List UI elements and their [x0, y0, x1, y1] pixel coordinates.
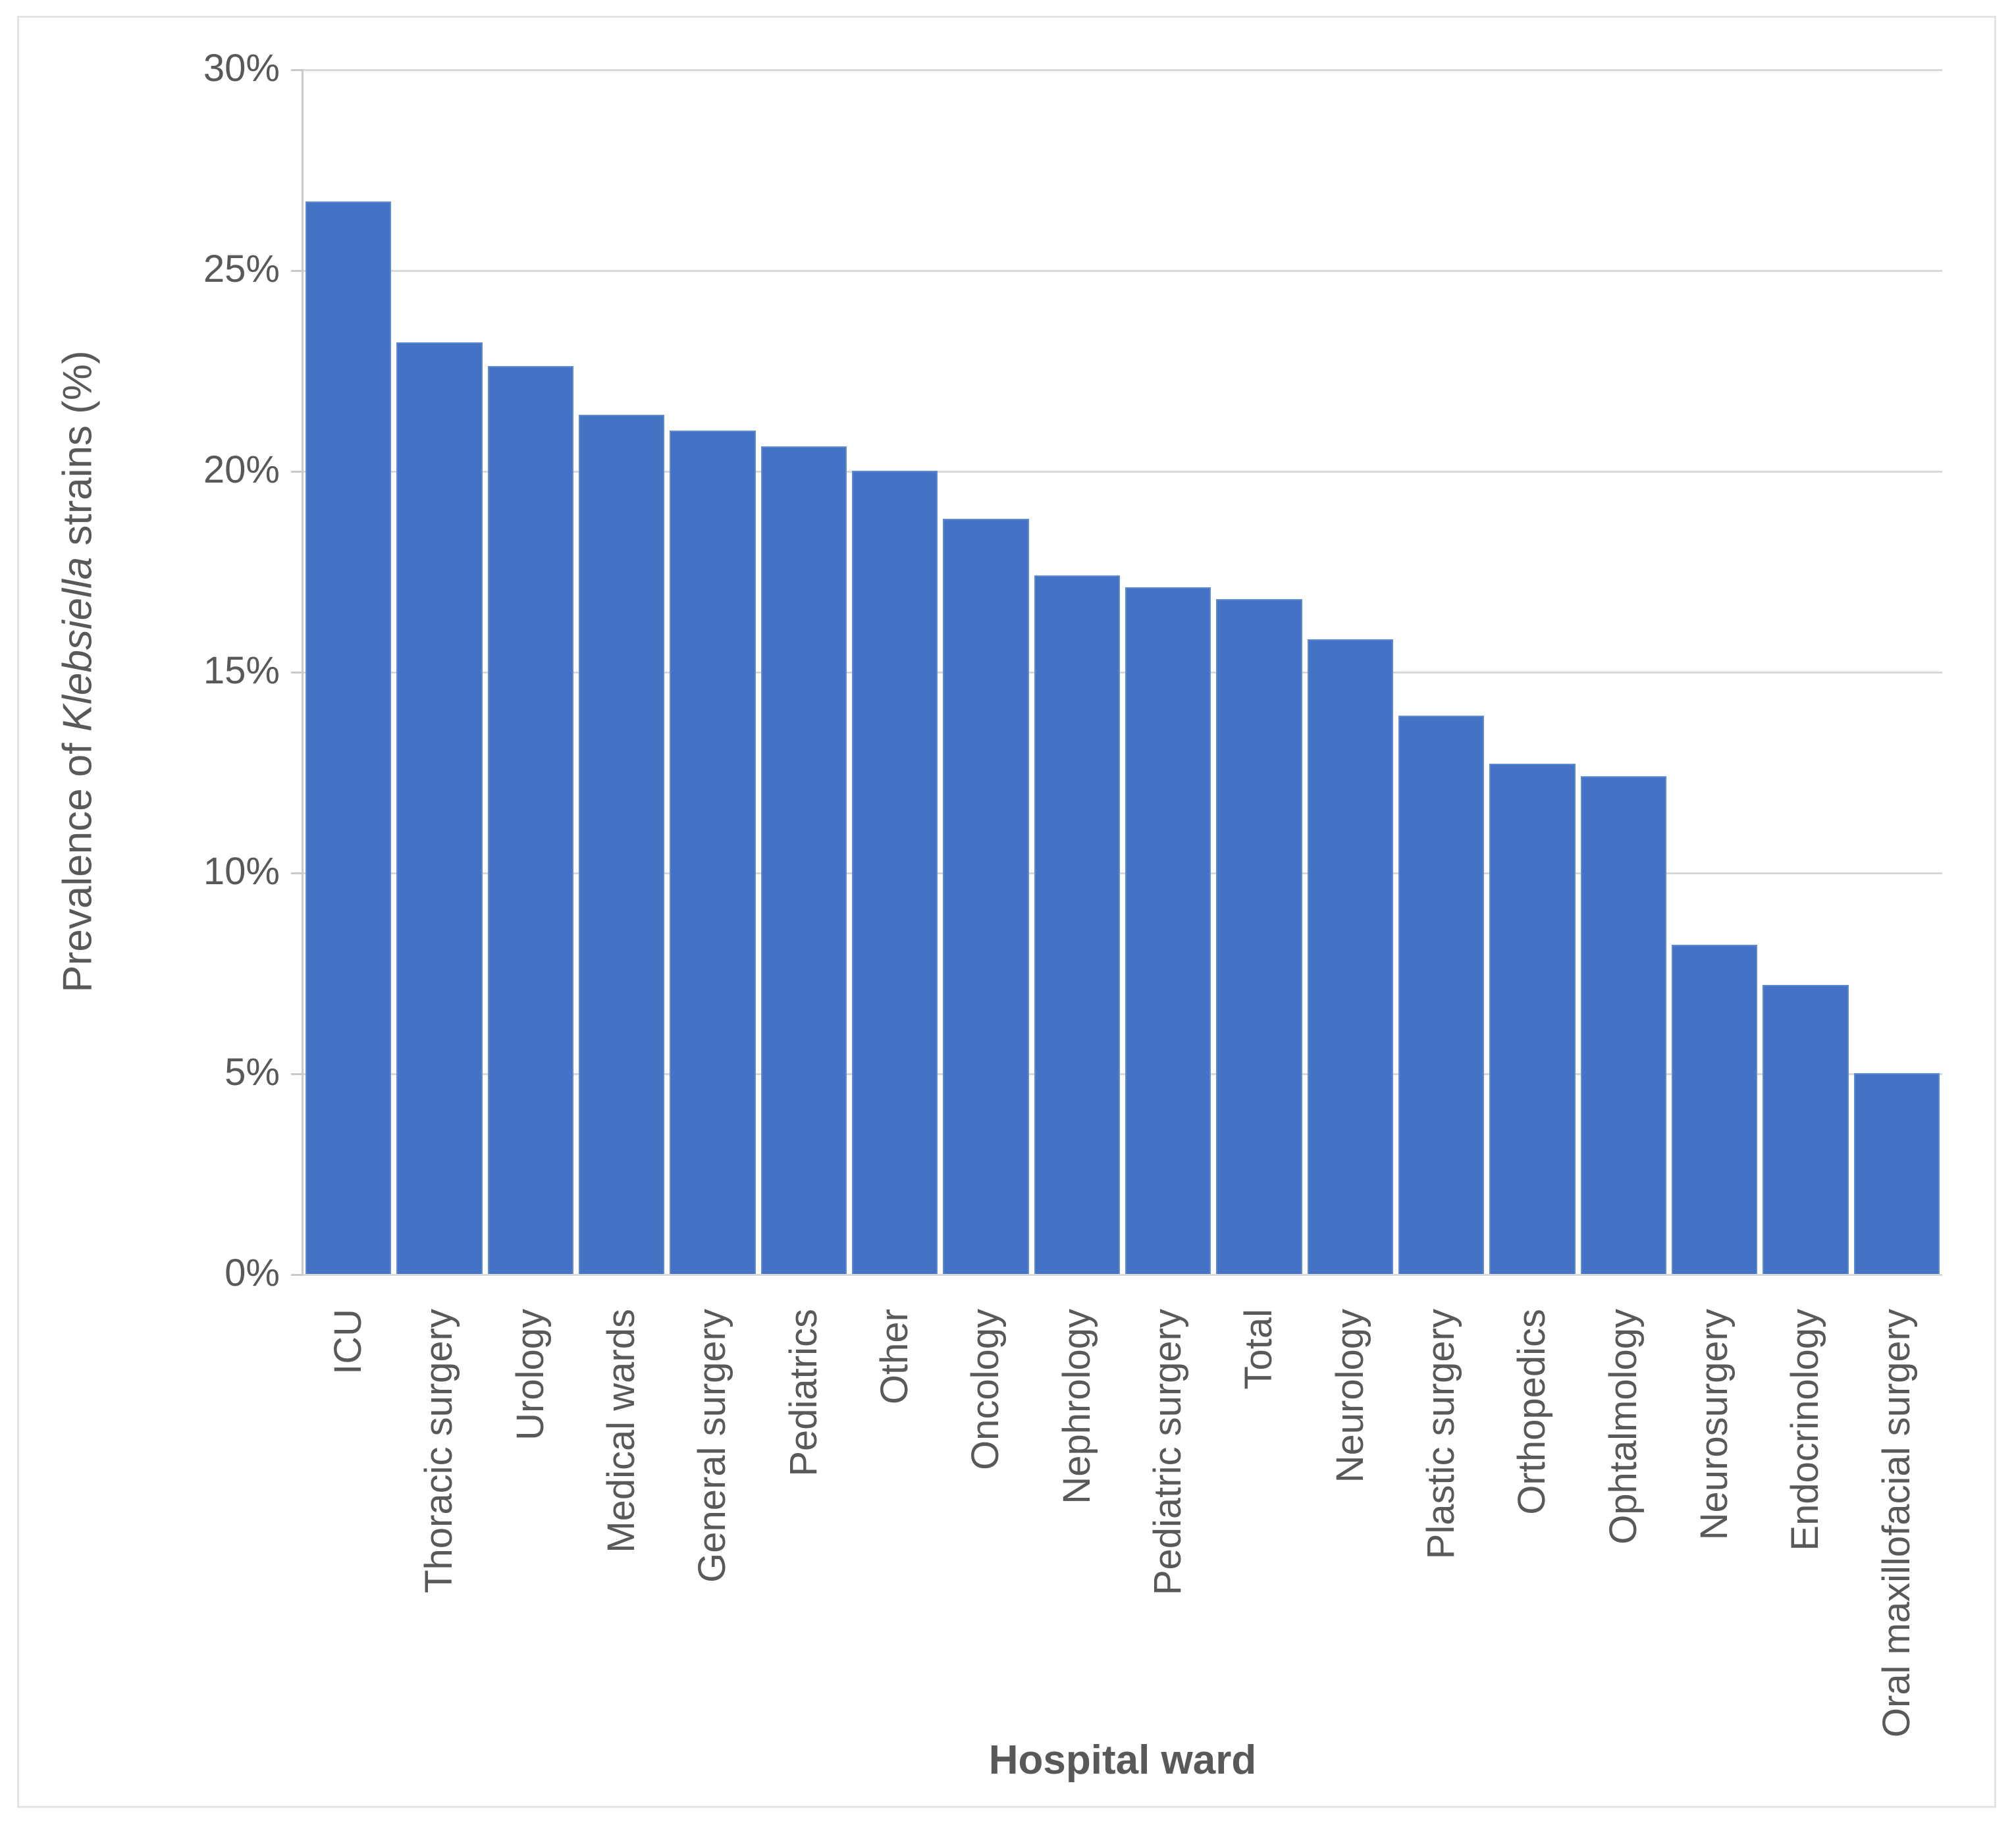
x-label-slot: Oncology	[940, 1309, 1031, 1470]
x-tick-label: Medical wards	[600, 1309, 643, 1553]
x-tick-label: Other	[873, 1309, 916, 1405]
y-axis-labels: 30% 25% 20% 15% 10% 5% 0%	[0, 47, 280, 1294]
y-axis-tick	[291, 69, 303, 71]
bar-slot	[1123, 69, 1213, 1274]
bar-series	[303, 69, 1942, 1274]
x-tick-label: Total	[1237, 1309, 1281, 1390]
y-axis-tick	[291, 270, 303, 272]
bar-slot	[1305, 69, 1396, 1274]
bar-oral-maxillofacial-surgery	[1853, 1073, 1940, 1274]
x-label-slot: Pediatrics	[758, 1309, 849, 1477]
gridline	[303, 872, 1942, 874]
x-label-slot: Pediatric surgery	[1123, 1309, 1213, 1595]
bar-slot	[485, 69, 576, 1274]
gridline	[303, 1274, 1942, 1276]
bar-total	[1216, 599, 1302, 1274]
x-axis-title: Hospital ward	[988, 1737, 1257, 1783]
gridline	[303, 69, 1942, 71]
bar-endocrinology	[1763, 985, 1849, 1274]
gridline	[303, 1073, 1942, 1075]
y-tick-label: 25%	[203, 248, 280, 291]
bar-slot	[1669, 69, 1760, 1274]
bar-neurology	[1307, 639, 1393, 1274]
bar-slot	[667, 69, 758, 1274]
x-label-slot: Oral maxillofacial surgery	[1851, 1309, 1942, 1737]
bar-slot	[1487, 69, 1578, 1274]
bar-orthopedics	[1489, 764, 1576, 1274]
bar-nephrology	[1034, 575, 1120, 1274]
x-label-slot: Thoracic surgery	[394, 1309, 485, 1593]
x-label-slot: Nephrology	[1032, 1309, 1123, 1504]
y-axis-tick	[291, 672, 303, 674]
bar-slot	[303, 69, 394, 1274]
x-label-slot: Medical wards	[576, 1309, 667, 1553]
x-tick-label: Oncology	[964, 1309, 1007, 1471]
bar-icu	[305, 201, 392, 1274]
x-label-slot: Orthopedics	[1487, 1309, 1578, 1515]
x-label-slot: Plastic surgery	[1396, 1309, 1487, 1559]
bar-slot	[1396, 69, 1487, 1274]
plot-area	[291, 69, 1942, 1276]
bar-ophtalmology	[1580, 776, 1666, 1274]
bar-slot	[940, 69, 1031, 1274]
x-tick-label: Nephrology	[1055, 1309, 1098, 1504]
gridline	[303, 672, 1942, 674]
x-label-slot: Other	[849, 1309, 940, 1404]
y-tick-label: 15%	[203, 649, 280, 693]
bar-general-surgery	[670, 431, 756, 1274]
bar-slot	[1032, 69, 1123, 1274]
x-tick-label: Orthopedics	[1510, 1309, 1554, 1515]
bar-neurosurgery	[1671, 945, 1758, 1274]
bar-pediatrics	[760, 446, 847, 1274]
bar-oncology	[943, 519, 1029, 1274]
x-tick-label: Pediatric surgery	[1146, 1309, 1190, 1596]
x-label-slot: General surgery	[667, 1309, 758, 1583]
x-label-slot: Endocrinology	[1760, 1309, 1851, 1551]
bar-slot	[1213, 69, 1304, 1274]
gridline	[303, 471, 1942, 473]
x-tick-label: Neurosurgery	[1693, 1309, 1736, 1541]
bar-plastic-surgery	[1398, 716, 1485, 1274]
bar-slot	[576, 69, 667, 1274]
y-axis-tick	[291, 1073, 303, 1075]
bar-urology	[487, 366, 573, 1274]
x-tick-label: Urology	[508, 1309, 552, 1441]
x-label-slot: Ophtalmology	[1578, 1309, 1669, 1545]
x-tick-label: Endocrinology	[1784, 1309, 1827, 1551]
y-tick-label: 5%	[225, 1051, 280, 1094]
x-label-slot: ICU	[303, 1309, 394, 1375]
bar-slot	[758, 69, 849, 1274]
x-tick-label: Thoracic surgery	[417, 1309, 461, 1593]
bar-slot	[1578, 69, 1669, 1274]
y-tick-label: 10%	[203, 850, 280, 893]
bar-slot	[394, 69, 485, 1274]
x-tick-label: Neurology	[1328, 1309, 1371, 1483]
bar-slot	[1851, 69, 1942, 1274]
y-axis-tick	[291, 872, 303, 874]
y-axis-tick	[291, 1274, 303, 1276]
x-tick-label: Pediatrics	[782, 1309, 825, 1477]
x-axis-labels: ICU Thoracic surgery Urology Medical wards G…	[303, 1309, 1942, 1737]
x-label-slot: Neurosurgery	[1669, 1309, 1760, 1540]
x-label-slot: Neurology	[1305, 1309, 1396, 1483]
x-tick-label: Plastic surgery	[1419, 1309, 1463, 1560]
bar-slot	[849, 69, 940, 1274]
bar-thoracic-surgery	[396, 342, 483, 1274]
x-tick-label: General surgery	[691, 1309, 734, 1583]
x-tick-label: Oral maxillofacial surgery	[1874, 1309, 1918, 1738]
bar-other	[851, 471, 938, 1274]
gridline	[303, 270, 1942, 272]
y-tick-label: 20%	[203, 448, 280, 492]
bar-medical-wards	[578, 415, 665, 1274]
y-axis-tick	[291, 471, 303, 473]
x-tick-label: Ophtalmology	[1601, 1309, 1645, 1545]
x-tick-label: ICU	[327, 1309, 370, 1375]
bar-slot	[1760, 69, 1851, 1274]
x-label-slot: Urology	[485, 1309, 576, 1441]
y-tick-label: 30%	[203, 47, 280, 90]
x-label-slot: Total	[1213, 1309, 1304, 1390]
bar-pediatric-surgery	[1125, 587, 1211, 1274]
y-tick-label: 0%	[225, 1252, 280, 1295]
